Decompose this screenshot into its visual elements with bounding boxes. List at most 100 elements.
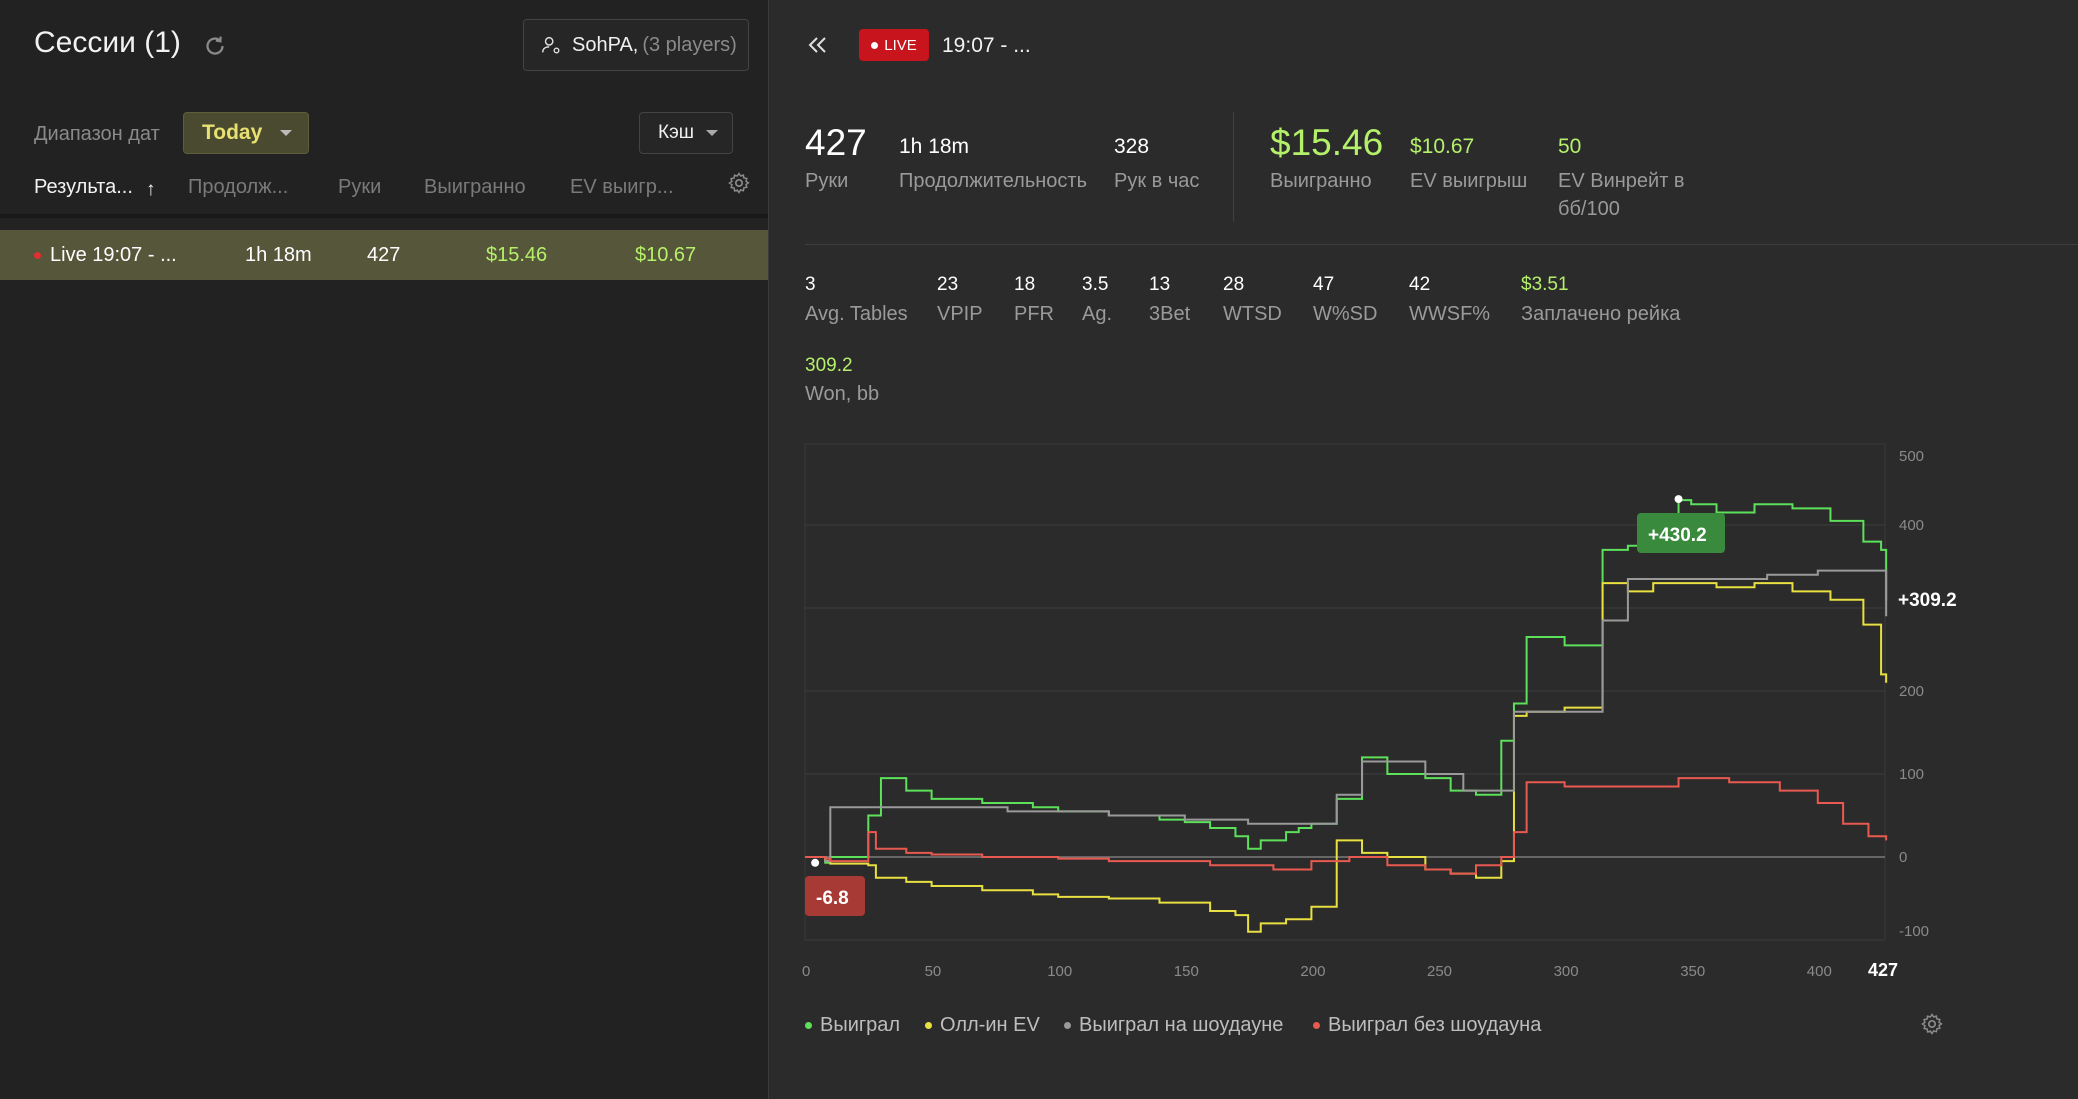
stat-label: 3Bet xyxy=(1149,303,1191,325)
y-tick-label: 100 xyxy=(1899,766,1924,783)
y-tick-label: 500 xyxy=(1899,448,1924,465)
x-tick-label: 50 xyxy=(925,963,942,980)
stat-label: W%SD xyxy=(1313,303,1378,325)
date-range-dropdown[interactable]: Today xyxy=(183,112,309,154)
chevron-down-icon xyxy=(280,130,292,136)
max-label-box xyxy=(1637,513,1725,553)
game-type-value: Кэш xyxy=(658,122,695,143)
player-name: SohPA, xyxy=(572,33,639,56)
live-dot-icon xyxy=(871,41,879,49)
collapse-left-icon[interactable] xyxy=(805,34,831,56)
stat-value: 18 xyxy=(1014,274,1036,295)
legend-dot-icon xyxy=(1064,1022,1071,1029)
row-ev-won: $10.67 xyxy=(635,244,697,266)
column-header-hands[interactable]: Руки xyxy=(338,176,382,198)
x-tick-label: 400 xyxy=(1807,963,1832,980)
stat-label: Ag. xyxy=(1082,303,1113,325)
header-divider xyxy=(0,214,768,218)
ev-winrate-value: 50 xyxy=(1558,135,1582,158)
hands-label: Руки xyxy=(805,170,849,192)
row-duration: 1h 18m xyxy=(245,244,312,266)
column-header-ev-won[interactable]: EV выигр... xyxy=(570,176,674,198)
legend-item-showdown[interactable]: Выиграл на шоудауне xyxy=(1064,1014,1283,1037)
x-tick-label-max: 427 xyxy=(1868,960,1898,980)
stat-value: 23 xyxy=(937,274,959,295)
gear-icon[interactable] xyxy=(727,171,751,195)
stat-label: Заплачено рейка xyxy=(1521,303,1681,325)
date-range-label: Диапазон дат xyxy=(34,123,160,145)
y-tick-label: 0 xyxy=(1899,849,1907,866)
row-won: $15.46 xyxy=(486,244,548,266)
x-tick-label: 300 xyxy=(1554,963,1579,980)
y-tick-label: -100 xyxy=(1899,923,1929,940)
y-tick-label: 200 xyxy=(1899,683,1924,700)
refresh-icon[interactable] xyxy=(200,31,230,61)
won-label: Выигранно xyxy=(1270,170,1372,192)
legend-label: Олл-ин EV xyxy=(940,1014,1040,1036)
session-title: 19:07 - ... xyxy=(942,34,1031,57)
row-hands: 427 xyxy=(367,244,401,266)
stat-value: 3.5 xyxy=(1082,274,1109,295)
stat-value: 3 xyxy=(805,274,816,295)
min-label: -6.8 xyxy=(816,888,849,909)
end-value-label: +309.2 xyxy=(1898,590,1957,611)
y-tick-label: 400 xyxy=(1899,517,1924,534)
x-tick-label: 200 xyxy=(1300,963,1325,980)
hands-per-hour-label: Рук в час xyxy=(1114,170,1200,192)
stat-value: $3.51 xyxy=(1521,274,1569,295)
ev-won-label: EV выигрыш xyxy=(1410,170,1528,192)
user-settings-icon xyxy=(542,36,560,54)
gear-icon[interactable] xyxy=(1920,1012,1944,1036)
sessions-panel: Сессии (1) SohPA, (3 players) Диапазон д… xyxy=(0,0,769,1099)
stat-value: 42 xyxy=(1409,274,1431,295)
min-label-box xyxy=(805,876,865,916)
legend-label: Выиграл xyxy=(820,1014,901,1036)
hands-per-hour-value: 328 xyxy=(1114,135,1150,158)
chevron-down-icon xyxy=(706,130,718,136)
legend-dot-icon xyxy=(925,1022,932,1029)
session-detail-panel: LIVE 19:07 - ... 427 Руки 1h 18m Продолж… xyxy=(769,0,2078,1099)
stats-divider xyxy=(1233,112,1234,222)
stat-label: WTSD xyxy=(1223,303,1282,325)
column-header-result[interactable]: Результа... xyxy=(34,176,133,198)
section-divider xyxy=(805,244,2078,245)
won-bb-label: Won, bb xyxy=(805,383,880,405)
legend-dot-icon xyxy=(805,1022,812,1029)
stat-label: VPIP xyxy=(937,303,983,325)
won-bb-value: 309.2 xyxy=(805,355,853,376)
max-label: +430.2 xyxy=(1648,525,1707,546)
x-tick-label: 250 xyxy=(1427,963,1452,980)
results-chart: 500 400 200 100 0 -100 0 50 100 150 200 250 300 350 40… xyxy=(802,443,1957,980)
stat-label: Avg. Tables xyxy=(805,303,908,325)
game-type-dropdown[interactable]: Кэш xyxy=(639,112,733,154)
column-header-duration[interactable]: Продолж... xyxy=(188,176,289,198)
live-dot-icon xyxy=(34,252,41,259)
legend-item-no-showdown[interactable]: Выиграл без шоудауна xyxy=(1313,1014,1541,1037)
legend-label: Выиграл без шоудауна xyxy=(1328,1014,1542,1036)
hands-value: 427 xyxy=(805,122,867,163)
legend-dot-icon xyxy=(1313,1022,1320,1029)
series-line-0 xyxy=(805,499,1888,864)
ev-winrate-label: EV Винрейт в xyxy=(1558,170,1685,192)
x-tick-label: 150 xyxy=(1174,963,1199,980)
sort-arrow-icon: ↑ xyxy=(146,179,156,200)
duration-label: Продолжительность xyxy=(899,170,1087,192)
date-range-value: Today xyxy=(202,121,263,144)
x-tick-label: 0 xyxy=(802,963,810,980)
player-select-button[interactable]: SohPA, (3 players) xyxy=(523,19,749,71)
stat-label: PFR xyxy=(1014,303,1054,325)
stat-label: WWSF% xyxy=(1409,303,1491,325)
table-row[interactable]: Live 19:07 - ... 1h 18m 427 $15.46 $10.6… xyxy=(0,230,768,280)
row-session-name: Live 19:07 - ... xyxy=(50,244,177,266)
stat-value: 13 xyxy=(1149,274,1171,295)
legend-item-won[interactable]: Выиграл xyxy=(805,1014,900,1037)
max-marker xyxy=(1674,495,1683,504)
series-line-1 xyxy=(805,582,1888,933)
ev-winrate-unit: бб/100 xyxy=(1558,198,1620,220)
legend-item-allin-ev[interactable]: Олл-ин EV xyxy=(925,1014,1040,1037)
column-header-won[interactable]: Выигранно xyxy=(424,176,526,198)
stat-value: 47 xyxy=(1313,274,1335,295)
stat-value: 28 xyxy=(1223,274,1245,295)
live-label: LIVE xyxy=(884,36,917,54)
won-value: $15.46 xyxy=(1270,122,1384,163)
